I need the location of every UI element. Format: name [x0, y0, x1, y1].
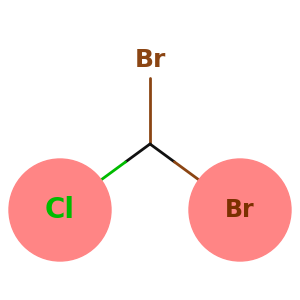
Circle shape — [189, 159, 291, 261]
Text: Cl: Cl — [45, 196, 75, 224]
Text: Br: Br — [225, 198, 255, 222]
Circle shape — [9, 159, 111, 261]
Text: Br: Br — [134, 48, 166, 72]
